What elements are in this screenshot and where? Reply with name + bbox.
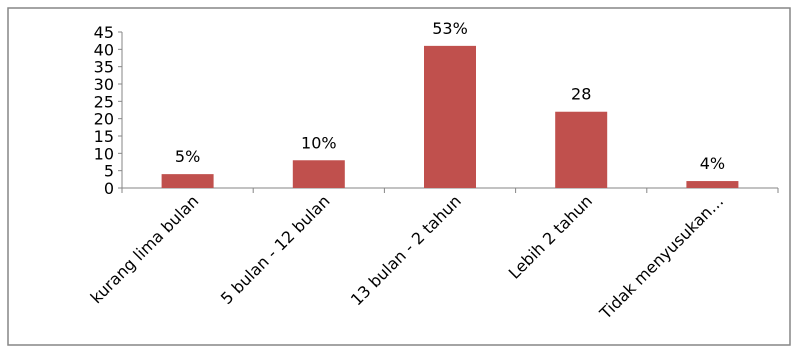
y-tick-label: 30 <box>94 75 114 94</box>
bar <box>292 160 345 188</box>
y-tick-label: 45 <box>94 23 114 42</box>
data-label: 53% <box>432 19 468 38</box>
bar <box>555 111 608 188</box>
y-tick-label: 0 <box>104 179 114 198</box>
y-tick-label: 10 <box>94 144 114 163</box>
y-tick-label: 15 <box>94 127 114 146</box>
y-tick-label: 20 <box>94 110 114 129</box>
bar <box>686 181 739 188</box>
bar <box>161 174 214 188</box>
bar <box>424 45 476 188</box>
y-tick-label: 40 <box>94 40 114 59</box>
data-label: 28 <box>571 85 591 104</box>
y-tick-label: 5 <box>104 162 114 181</box>
data-label: 4% <box>700 154 725 173</box>
y-tick-label: 35 <box>94 58 114 77</box>
data-label: 5% <box>175 147 200 166</box>
chart-border <box>7 7 791 346</box>
y-tick-label: 25 <box>94 92 114 111</box>
data-label: 10% <box>301 133 337 152</box>
